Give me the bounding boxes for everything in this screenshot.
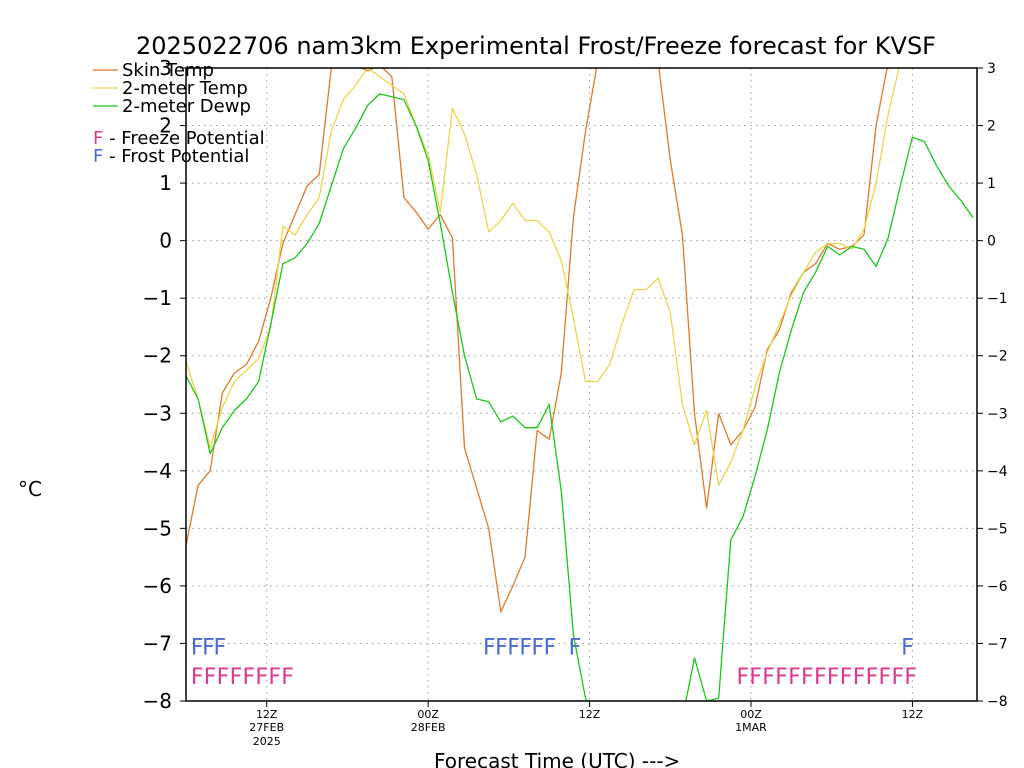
freeze-marker: F bbox=[268, 665, 281, 690]
x-tick-date: 1MAR bbox=[735, 721, 767, 734]
y-tick-label-right: −1 bbox=[987, 291, 1008, 307]
freeze-marker: F bbox=[814, 665, 827, 690]
frost-marker: F bbox=[519, 635, 532, 660]
freeze-marker: F bbox=[801, 665, 814, 690]
y-axis-right: −8 −7 −6 −5 −4 −3 −2 −1 0 1 2 3 bbox=[977, 61, 1008, 710]
y-tick-label-right: 1 bbox=[987, 176, 996, 192]
plot-frame bbox=[185, 67, 978, 702]
freeze-marker: F bbox=[204, 665, 217, 690]
freeze-marker: F bbox=[879, 665, 892, 690]
freeze-marker: F bbox=[762, 665, 775, 690]
freeze-marker: F bbox=[191, 665, 204, 690]
y-tick-label-right: −2 bbox=[987, 349, 1008, 365]
freeze-marker: F bbox=[827, 665, 840, 690]
frost-marker: F bbox=[544, 635, 557, 660]
x-tick-date: 28FEB bbox=[411, 721, 446, 734]
freeze-marker: F bbox=[281, 665, 294, 690]
x-axis-label: Forecast Time (UTC) ---> bbox=[434, 749, 680, 768]
y-tick-label-right: 3 bbox=[987, 61, 996, 77]
freeze-marker: F bbox=[217, 665, 230, 690]
y-tick-label-left: 2 bbox=[159, 114, 172, 138]
potential-markers: FFF F F F F F F F FF F F F F F F F F F F F F F F F F F F F F F bbox=[191, 635, 917, 690]
y-tick-label-right: −4 bbox=[987, 464, 1008, 480]
freeze-marker: F bbox=[788, 665, 801, 690]
x-tick-year: 2025 bbox=[253, 735, 281, 748]
y-tick-label-right: −8 bbox=[987, 694, 1008, 710]
series-line-2-meter-temp bbox=[186, 68, 900, 486]
freeze-marker: F bbox=[749, 665, 762, 690]
y-tick-label-left: 3 bbox=[159, 56, 172, 80]
freeze-marker: F bbox=[736, 665, 749, 690]
y-tick-label-right: −3 bbox=[987, 406, 1008, 422]
x-tick-label: 00Z bbox=[740, 708, 762, 721]
series-line-2-meter-dewp bbox=[186, 93, 974, 701]
x-tick-label: 12Z bbox=[902, 708, 924, 721]
legend-label: Skin Temp bbox=[122, 60, 214, 81]
x-tick-label: 12Z bbox=[579, 708, 601, 721]
x-tick-label: 00Z bbox=[417, 708, 439, 721]
freeze-marker: F bbox=[866, 665, 879, 690]
frost-marker: F bbox=[507, 635, 520, 660]
potential-legend-item: F - Freeze Potential bbox=[93, 128, 265, 149]
frost-marker: F bbox=[202, 635, 215, 660]
frost-marker: F bbox=[213, 635, 226, 660]
legend-label: 2-meter Dewp bbox=[122, 96, 251, 117]
series-lines bbox=[186, 68, 974, 701]
series-line-skin-temp bbox=[186, 68, 888, 613]
freeze-marker: F bbox=[230, 665, 243, 690]
freeze-marker: F bbox=[775, 665, 788, 690]
frost-marker: F bbox=[901, 635, 914, 660]
y-tick-label-left: −1 bbox=[143, 286, 172, 310]
y-tick-label-right: 2 bbox=[987, 119, 996, 135]
freeze-marker: F bbox=[853, 665, 866, 690]
freeze-marker: F bbox=[243, 665, 256, 690]
frost-marker: F bbox=[483, 635, 496, 660]
y-tick-label-right: −7 bbox=[987, 636, 1008, 652]
legend-label: 2-meter Temp bbox=[122, 78, 248, 99]
frost-marker: F bbox=[495, 635, 508, 660]
potential-legend-item: F - Frost Potential bbox=[93, 146, 249, 167]
y-tick-label-left: −8 bbox=[143, 689, 172, 713]
y-tick-label-right: −6 bbox=[987, 579, 1008, 595]
chart-title: 2025022706 nam3km Experimental Frost/Fre… bbox=[136, 32, 936, 60]
y-tick-label-right: −5 bbox=[987, 521, 1008, 537]
freeze-marker: F bbox=[255, 665, 268, 690]
y-tick-label-left: −6 bbox=[143, 574, 172, 598]
frost-marker: F bbox=[531, 635, 544, 660]
y-tick-label-left: 1 bbox=[159, 171, 172, 195]
y-tick-label-left: −3 bbox=[143, 401, 172, 425]
freeze-marker: F bbox=[891, 665, 904, 690]
frost-marker: F bbox=[569, 635, 582, 660]
y-tick-label-left: −7 bbox=[143, 631, 172, 655]
x-tick-label: 12Z bbox=[256, 708, 278, 721]
y-axis-left: −8 −7 −6 −5 −4 −3 −2 −1 0 1 2 3 bbox=[143, 56, 186, 713]
y-axis-label: °C bbox=[18, 477, 42, 501]
y-tick-label-left: 0 bbox=[159, 229, 172, 253]
x-tick-date: 27FEB bbox=[249, 721, 284, 734]
y-tick-label-left: −2 bbox=[143, 344, 172, 368]
y-tick-label-right: 0 bbox=[987, 234, 996, 250]
y-tick-label-left: −4 bbox=[143, 459, 172, 483]
y-tick-label-left: −5 bbox=[143, 516, 172, 540]
frost-marker: F bbox=[191, 635, 204, 660]
freeze-marker: F bbox=[904, 665, 917, 690]
freeze-marker: F bbox=[840, 665, 853, 690]
